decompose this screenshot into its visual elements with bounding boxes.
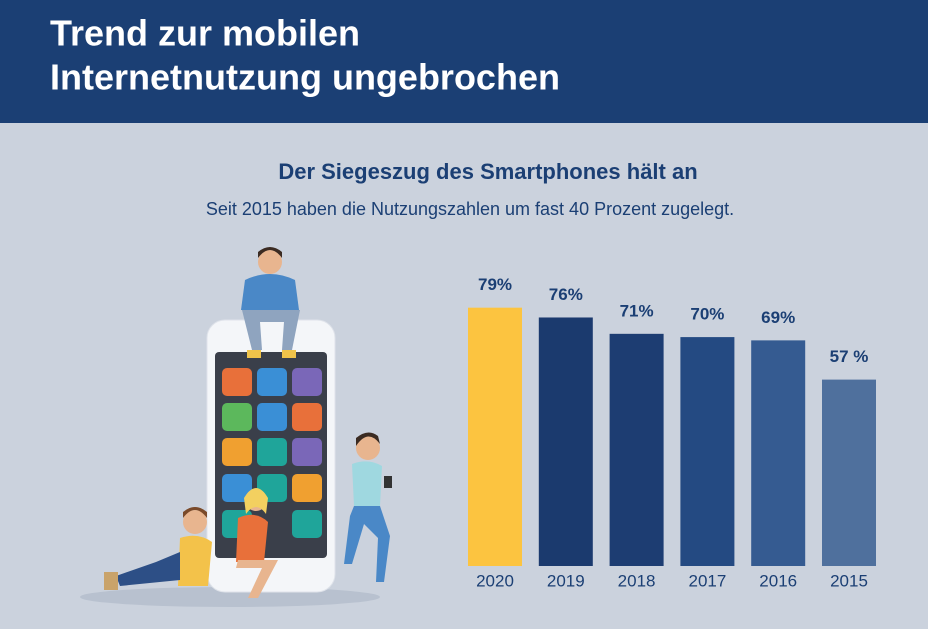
bar bbox=[751, 340, 806, 566]
person-girl bbox=[236, 488, 278, 598]
category-label: 2020 bbox=[476, 571, 514, 590]
value-label: 71% bbox=[620, 301, 654, 320]
category-label: 2017 bbox=[688, 571, 726, 590]
category-label: 2018 bbox=[618, 571, 656, 590]
illustration bbox=[80, 247, 392, 607]
title-line: Trend zur mobilen bbox=[50, 13, 360, 54]
value-label: 69% bbox=[761, 308, 795, 327]
value-label: 57 % bbox=[830, 347, 869, 366]
value-label: 79% bbox=[478, 275, 512, 294]
bar bbox=[468, 307, 522, 566]
category-label: 2016 bbox=[759, 571, 797, 590]
person-right bbox=[344, 432, 392, 582]
header bbox=[0, 0, 928, 123]
app-icons bbox=[222, 368, 322, 538]
person-sitting bbox=[104, 507, 212, 590]
bar bbox=[609, 333, 664, 566]
description: Seit 2015 haben die Nutzungszahlen um fa… bbox=[206, 199, 734, 219]
category-label: 2015 bbox=[830, 571, 868, 590]
bar bbox=[680, 337, 735, 566]
subtitle: Der Siegeszug des Smartphones hält an bbox=[278, 159, 697, 184]
bar bbox=[822, 379, 876, 566]
person-top bbox=[241, 247, 300, 358]
value-label: 76% bbox=[549, 285, 583, 304]
category-label: 2019 bbox=[547, 571, 585, 590]
title-line: Internetnutzung ungebrochen bbox=[50, 57, 560, 98]
value-label: 70% bbox=[690, 305, 724, 324]
bar bbox=[538, 317, 593, 566]
